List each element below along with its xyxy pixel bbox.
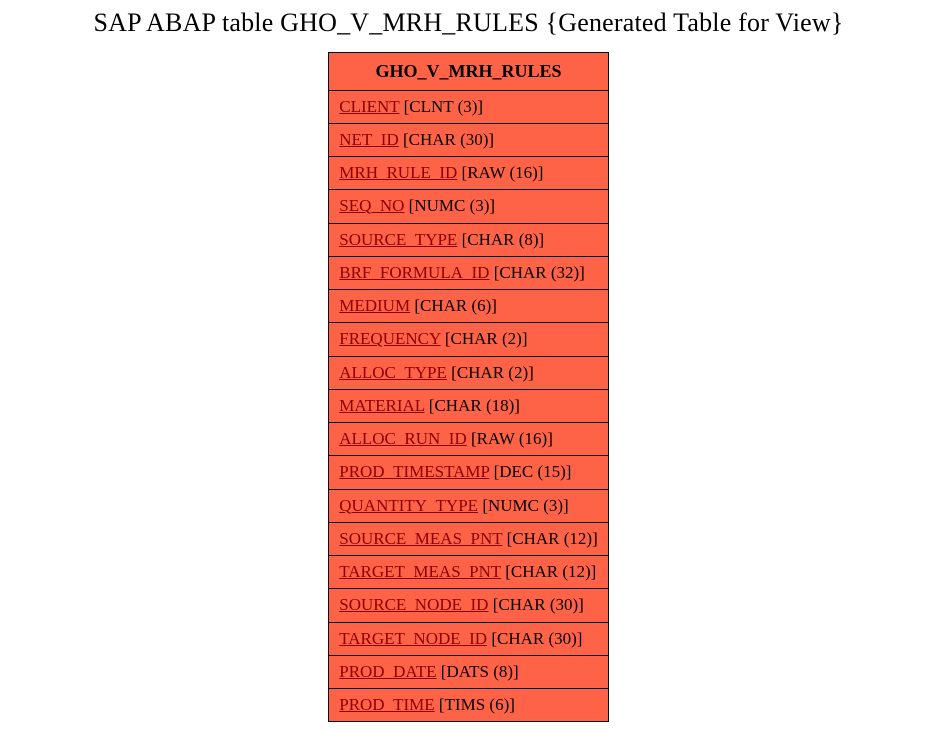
field-cell: TARGET_MEAS_PNT [CHAR (12)] <box>329 556 609 589</box>
field-cell: ALLOC_RUN_ID [RAW (16)] <box>329 423 609 456</box>
table-row: MEDIUM [CHAR (6)] <box>329 290 609 323</box>
field-type: [CHAR (32)] <box>489 263 584 282</box>
field-name: MRH_RULE_ID <box>339 163 457 182</box>
field-type: [CHAR (18)] <box>425 396 520 415</box>
field-cell: MEDIUM [CHAR (6)] <box>329 290 609 323</box>
field-type: [CHAR (30)] <box>488 595 583 614</box>
field-name: PROD_TIMESTAMP <box>339 462 489 481</box>
field-cell: PROD_TIME [TIMS (6)] <box>329 689 609 722</box>
table-row: SOURCE_NODE_ID [CHAR (30)] <box>329 589 609 622</box>
field-name: TARGET_MEAS_PNT <box>339 562 501 581</box>
field-cell: FREQUENCY [CHAR (2)] <box>329 323 609 356</box>
table-row: BRF_FORMULA_ID [CHAR (32)] <box>329 256 609 289</box>
field-name: ALLOC_TYPE <box>339 363 447 382</box>
field-name: BRF_FORMULA_ID <box>339 263 489 282</box>
table-row: FREQUENCY [CHAR (2)] <box>329 323 609 356</box>
field-name: SOURCE_MEAS_PNT <box>339 529 502 548</box>
field-type: [CHAR (8)] <box>457 230 544 249</box>
field-type: [DEC (15)] <box>489 462 571 481</box>
table-row: NET_ID [CHAR (30)] <box>329 123 609 156</box>
field-name: QUANTITY_TYPE <box>339 496 478 515</box>
field-type: [TIMS (6)] <box>435 695 515 714</box>
table-row: PROD_TIME [TIMS (6)] <box>329 689 609 722</box>
fields-table: GHO_V_MRH_RULES CLIENT [CLNT (3)]NET_ID … <box>328 52 609 722</box>
field-name: SOURCE_NODE_ID <box>339 595 488 614</box>
field-type: [CHAR (6)] <box>410 296 497 315</box>
field-name: ALLOC_RUN_ID <box>339 429 467 448</box>
page-root: SAP ABAP table GHO_V_MRH_RULES {Generate… <box>0 0 937 722</box>
field-name: TARGET_NODE_ID <box>339 629 487 648</box>
field-name: PROD_DATE <box>339 662 436 681</box>
field-name: FREQUENCY <box>339 329 440 348</box>
field-type: [DATS (8)] <box>437 662 519 681</box>
field-name: SOURCE_TYPE <box>339 230 457 249</box>
field-type: [CHAR (30)] <box>399 130 494 149</box>
table-row: CLIENT [CLNT (3)] <box>329 90 609 123</box>
field-cell: MATERIAL [CHAR (18)] <box>329 389 609 422</box>
field-type: [RAW (16)] <box>467 429 553 448</box>
table-row: SEQ_NO [NUMC (3)] <box>329 190 609 223</box>
field-type: [CHAR (30)] <box>487 629 582 648</box>
table-row: MRH_RULE_ID [RAW (16)] <box>329 157 609 190</box>
field-cell: PROD_DATE [DATS (8)] <box>329 655 609 688</box>
table-row: ALLOC_RUN_ID [RAW (16)] <box>329 423 609 456</box>
field-type: [CHAR (12)] <box>502 529 597 548</box>
table-row: PROD_DATE [DATS (8)] <box>329 655 609 688</box>
field-name: MATERIAL <box>339 396 424 415</box>
field-type: [CLNT (3)] <box>399 97 483 116</box>
field-cell: TARGET_NODE_ID [CHAR (30)] <box>329 622 609 655</box>
field-cell: ALLOC_TYPE [CHAR (2)] <box>329 356 609 389</box>
field-cell: SOURCE_MEAS_PNT [CHAR (12)] <box>329 522 609 555</box>
field-type: [NUMC (3)] <box>404 196 495 215</box>
field-cell: QUANTITY_TYPE [NUMC (3)] <box>329 489 609 522</box>
table-row: TARGET_MEAS_PNT [CHAR (12)] <box>329 556 609 589</box>
field-type: [NUMC (3)] <box>478 496 569 515</box>
field-cell: PROD_TIMESTAMP [DEC (15)] <box>329 456 609 489</box>
field-name: MEDIUM <box>339 296 410 315</box>
field-name: SEQ_NO <box>339 196 404 215</box>
field-cell: MRH_RULE_ID [RAW (16)] <box>329 157 609 190</box>
table-header: GHO_V_MRH_RULES <box>329 53 609 91</box>
field-name: PROD_TIME <box>339 695 434 714</box>
field-name: CLIENT <box>339 97 399 116</box>
field-cell: SOURCE_TYPE [CHAR (8)] <box>329 223 609 256</box>
table-row: ALLOC_TYPE [CHAR (2)] <box>329 356 609 389</box>
page-title: SAP ABAP table GHO_V_MRH_RULES {Generate… <box>0 8 937 38</box>
table-row: SOURCE_MEAS_PNT [CHAR (12)] <box>329 522 609 555</box>
table-row: TARGET_NODE_ID [CHAR (30)] <box>329 622 609 655</box>
field-cell: NET_ID [CHAR (30)] <box>329 123 609 156</box>
field-name: NET_ID <box>339 130 398 149</box>
table-row: QUANTITY_TYPE [NUMC (3)] <box>329 489 609 522</box>
field-type: [CHAR (2)] <box>447 363 534 382</box>
table-row: PROD_TIMESTAMP [DEC (15)] <box>329 456 609 489</box>
table-row: SOURCE_TYPE [CHAR (8)] <box>329 223 609 256</box>
field-cell: BRF_FORMULA_ID [CHAR (32)] <box>329 256 609 289</box>
table-row: MATERIAL [CHAR (18)] <box>329 389 609 422</box>
field-cell: CLIENT [CLNT (3)] <box>329 90 609 123</box>
fields-tbody: CLIENT [CLNT (3)]NET_ID [CHAR (30)]MRH_R… <box>329 90 609 722</box>
field-cell: SEQ_NO [NUMC (3)] <box>329 190 609 223</box>
field-type: [CHAR (12)] <box>501 562 596 581</box>
field-type: [RAW (16)] <box>457 163 543 182</box>
field-type: [CHAR (2)] <box>441 329 528 348</box>
field-cell: SOURCE_NODE_ID [CHAR (30)] <box>329 589 609 622</box>
